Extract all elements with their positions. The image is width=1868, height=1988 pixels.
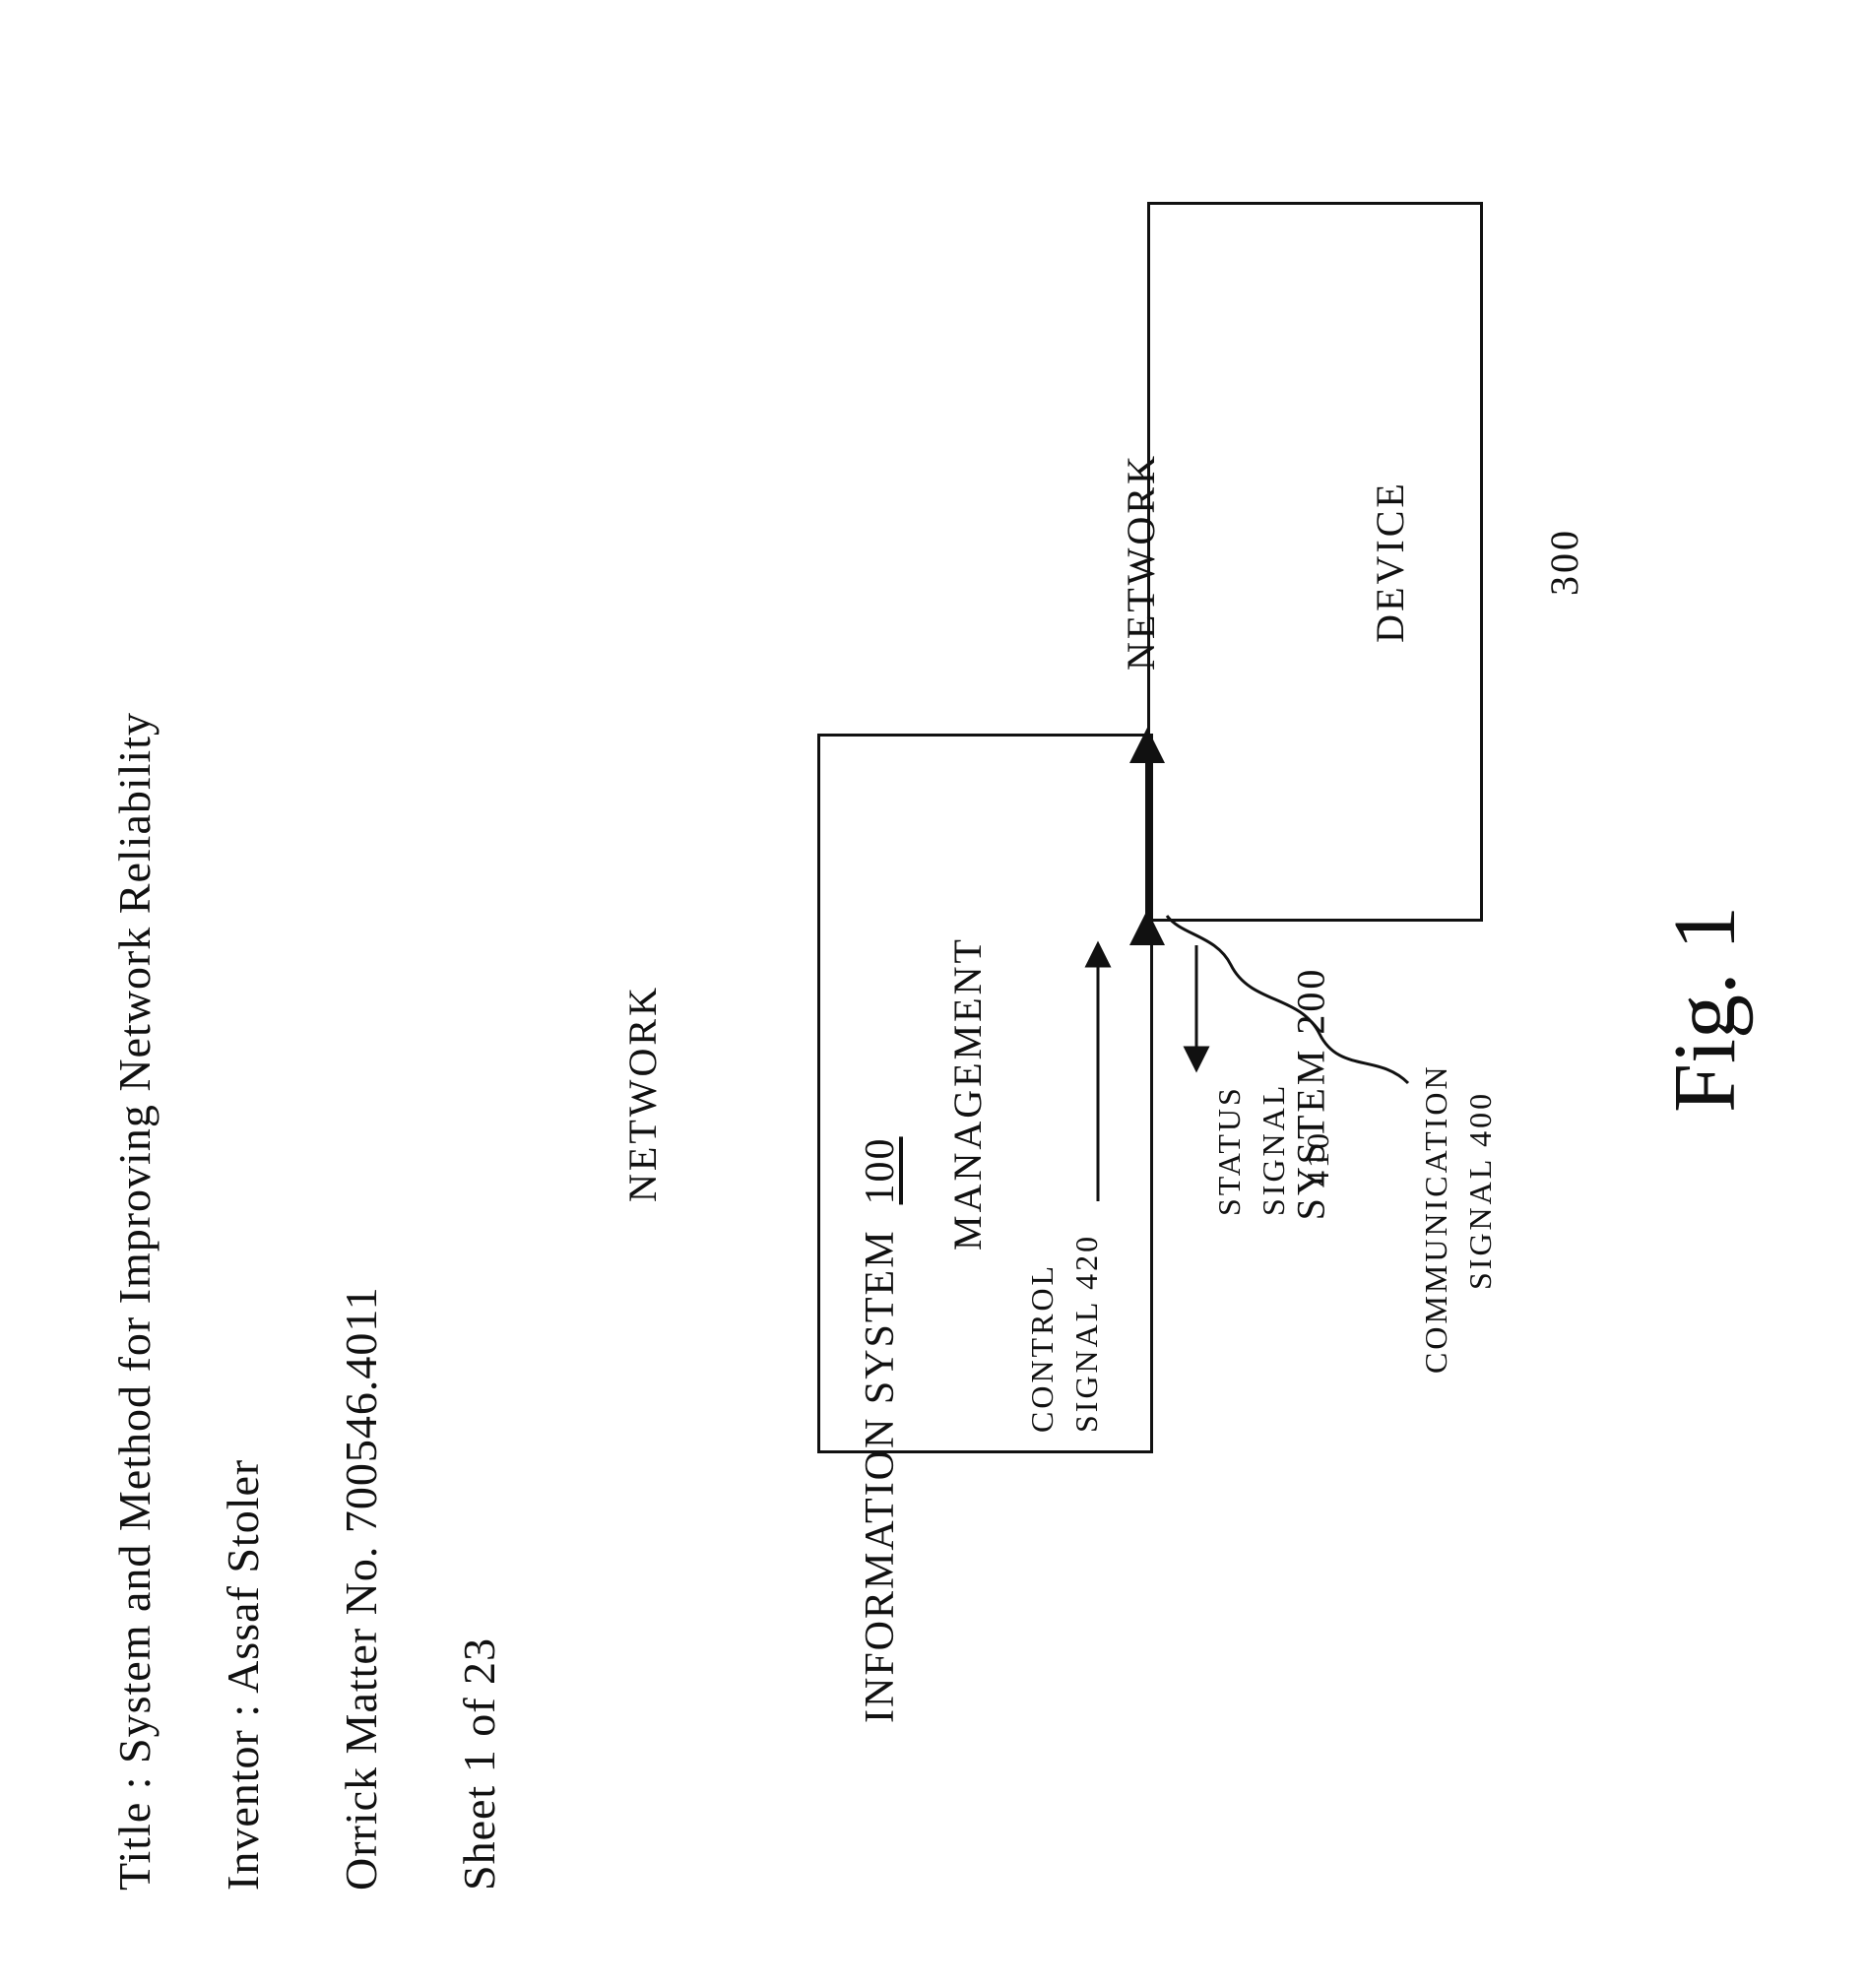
comm-signal-label-l1: COMMUNICATION xyxy=(1418,1063,1454,1374)
comm-signal-label-l2: SIGNAL 400 xyxy=(1462,1091,1499,1290)
nms-line2: MANAGEMENT xyxy=(944,936,991,1251)
network-device-box: NETWORK DEVICE 300 xyxy=(1147,202,1483,922)
control-signal-label-l1: CONTROL xyxy=(1024,1263,1061,1433)
status-signal-label-l2: SIGNAL xyxy=(1256,1083,1292,1216)
status-signal-label-l1: STATUS xyxy=(1211,1085,1248,1216)
matter-no-line: Orrick Matter No. 700546.4011 xyxy=(335,1286,387,1891)
figure-label: Fig. 1 xyxy=(1654,906,1756,1113)
status-signal-label-l3: 410 xyxy=(1300,1130,1336,1186)
nms-line1: NETWORK xyxy=(619,985,666,1202)
nd-line3: 300 xyxy=(1541,528,1587,596)
title-line: Title : System and Method for Improving … xyxy=(108,712,161,1891)
sheet-line: Sheet 1 of 23 xyxy=(453,1637,505,1891)
inventor-line: Inventor : Assaf Stoler xyxy=(217,1459,269,1891)
nd-line2: DEVICE xyxy=(1367,481,1413,643)
nd-line1: NETWORK xyxy=(1118,453,1164,671)
control-signal-label-l2: SIGNAL 420 xyxy=(1068,1234,1105,1433)
